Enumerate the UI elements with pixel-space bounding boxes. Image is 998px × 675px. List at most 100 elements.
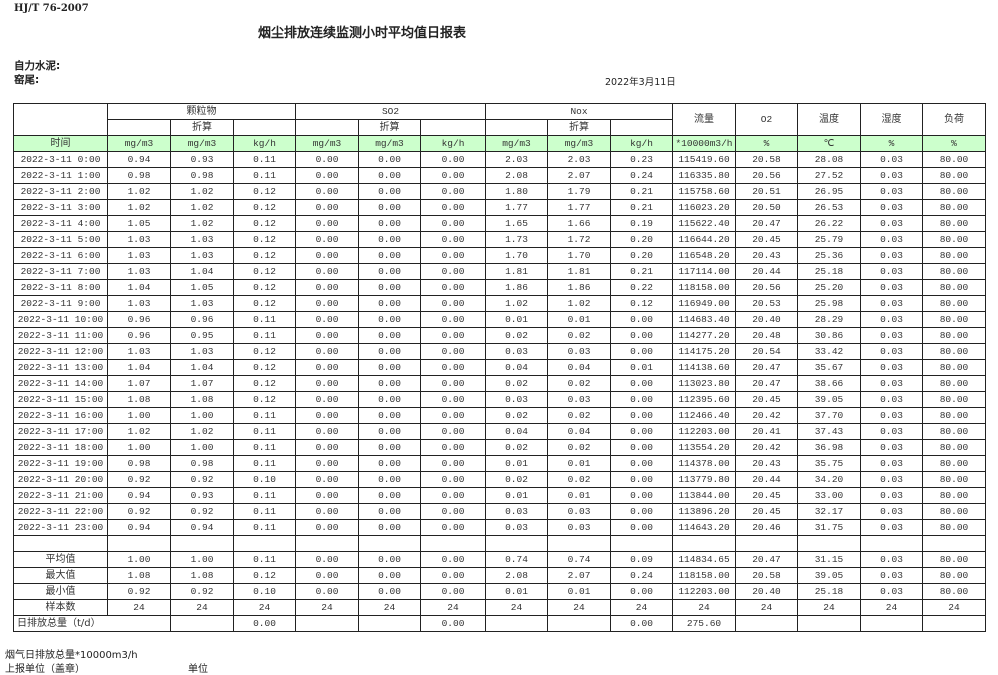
daily-total-value	[735, 615, 798, 632]
value-cell: 26.22	[797, 215, 861, 232]
blank-cell	[358, 535, 421, 552]
value-cell: 0.00	[420, 343, 486, 360]
value-cell: 0.00	[295, 375, 359, 392]
table-row: 2022-3-11 10:00 0.96 0.96 0.11 0.00 0.00 0.00 0…	[13, 311, 986, 328]
value-cell: 80.00	[922, 375, 986, 392]
value-cell: 1.04	[170, 359, 234, 376]
header-load: 负荷	[922, 103, 986, 136]
value-cell: 80.00	[922, 199, 986, 216]
summary-value: 24	[672, 599, 736, 616]
time-cell: 2022-3-11 10:00	[13, 311, 108, 328]
value-cell: 0.11	[233, 407, 296, 424]
value-cell: 0.02	[547, 375, 611, 392]
value-cell: 0.03	[860, 519, 923, 536]
value-cell: 1.04	[170, 263, 234, 280]
table-row: 2022-3-11 19:00 0.98 0.98 0.11 0.00 0.00 0.00 0…	[13, 455, 986, 472]
daily-total-label: 日排放总量（t/d）	[13, 615, 171, 632]
value-cell: 1.81	[485, 263, 548, 280]
summary-value: 2.07	[547, 567, 611, 584]
value-cell: 0.03	[547, 343, 611, 360]
value-cell: 37.43	[797, 423, 861, 440]
summary-value: 20.40	[735, 583, 798, 600]
unit-cell: mg/m3	[358, 135, 421, 152]
value-cell: 1.02	[547, 295, 611, 312]
summary-value: 0.00	[295, 551, 359, 568]
value-cell: 118158.00	[672, 279, 736, 296]
value-cell: 0.00	[358, 455, 421, 472]
value-cell: 0.24	[610, 167, 673, 184]
value-cell: 116644.20	[672, 231, 736, 248]
value-cell: 80.00	[922, 471, 986, 488]
table-row: 2022-3-11 11:00 0.96 0.95 0.11 0.00 0.00 0.00 0…	[13, 327, 986, 344]
value-cell: 1.02	[170, 183, 234, 200]
time-cell: 2022-3-11 2:00	[13, 183, 108, 200]
value-cell: 0.02	[547, 327, 611, 344]
value-cell: 0.94	[107, 519, 171, 536]
table-row: 2022-3-11 6:00 1.03 1.03 0.12 0.00 0.00 0.00 1.…	[13, 247, 986, 264]
value-cell: 0.23	[610, 151, 673, 168]
value-cell: 33.00	[797, 487, 861, 504]
value-cell: 0.03	[860, 151, 923, 168]
value-cell: 0.94	[107, 151, 171, 168]
value-cell: 1.04	[107, 359, 171, 376]
table-row: 2022-3-11 12:00 1.03 1.03 0.12 0.00 0.00 0.00 0…	[13, 343, 986, 360]
value-cell: 2.08	[485, 167, 548, 184]
value-cell: 0.00	[295, 487, 359, 504]
summary-value: 0.00	[420, 583, 486, 600]
value-cell: 0.00	[610, 343, 673, 360]
value-cell: 0.12	[233, 199, 296, 216]
value-cell: 20.47	[735, 215, 798, 232]
value-cell: 80.00	[922, 359, 986, 376]
table-row: 2022-3-11 8:00 1.04 1.05 0.12 0.00 0.00 0.00 1.…	[13, 279, 986, 296]
value-cell: 1.03	[170, 247, 234, 264]
value-cell: 0.01	[547, 311, 611, 328]
summary-value: 0.00	[295, 567, 359, 584]
summary-value: 0.00	[610, 583, 673, 600]
value-cell: 0.00	[420, 455, 486, 472]
value-cell: 0.03	[860, 215, 923, 232]
summary-value: 0.00	[420, 567, 486, 584]
value-cell: 25.36	[797, 247, 861, 264]
value-cell: 80.00	[922, 279, 986, 296]
summary-value: 80.00	[922, 583, 986, 600]
value-cell: 0.00	[295, 327, 359, 344]
value-cell: 0.00	[420, 471, 486, 488]
value-cell: 0.11	[233, 503, 296, 520]
value-cell: 0.00	[295, 167, 359, 184]
summary-value: 0.00	[358, 551, 421, 568]
value-cell: 20.53	[735, 295, 798, 312]
blank-cell	[610, 535, 673, 552]
time-cell: 2022-3-11 6:00	[13, 247, 108, 264]
value-cell: 0.21	[610, 263, 673, 280]
summary-value: 0.01	[485, 583, 548, 600]
daily-total-value: 0.00	[233, 615, 296, 632]
value-cell: 0.00	[420, 199, 486, 216]
value-cell: 20.40	[735, 311, 798, 328]
value-cell: 0.03	[860, 311, 923, 328]
time-cell: 2022-3-11 12:00	[13, 343, 108, 360]
company-label: 自力水泥:	[14, 60, 61, 72]
blank-cell	[672, 535, 736, 552]
value-cell: 0.96	[107, 327, 171, 344]
value-cell: 1.73	[485, 231, 548, 248]
summary-value: 118158.00	[672, 567, 736, 584]
value-cell: 20.48	[735, 327, 798, 344]
header-blank	[233, 119, 296, 136]
value-cell: 0.12	[233, 263, 296, 280]
value-cell: 0.00	[610, 327, 673, 344]
time-cell: 2022-3-11 4:00	[13, 215, 108, 232]
value-cell: 1.00	[107, 439, 171, 456]
value-cell: 80.00	[922, 215, 986, 232]
value-cell: 0.00	[295, 391, 359, 408]
value-cell: 20.54	[735, 343, 798, 360]
value-cell: 116548.20	[672, 247, 736, 264]
value-cell: 0.00	[610, 471, 673, 488]
time-cell: 2022-3-11 3:00	[13, 199, 108, 216]
value-cell: 0.00	[420, 327, 486, 344]
value-cell: 1.03	[107, 247, 171, 264]
summary-value: 0.01	[547, 583, 611, 600]
daily-total-value	[485, 615, 548, 632]
value-cell: 0.00	[610, 519, 673, 536]
value-cell: 1.81	[547, 263, 611, 280]
summary-label: 最小值	[13, 583, 108, 600]
